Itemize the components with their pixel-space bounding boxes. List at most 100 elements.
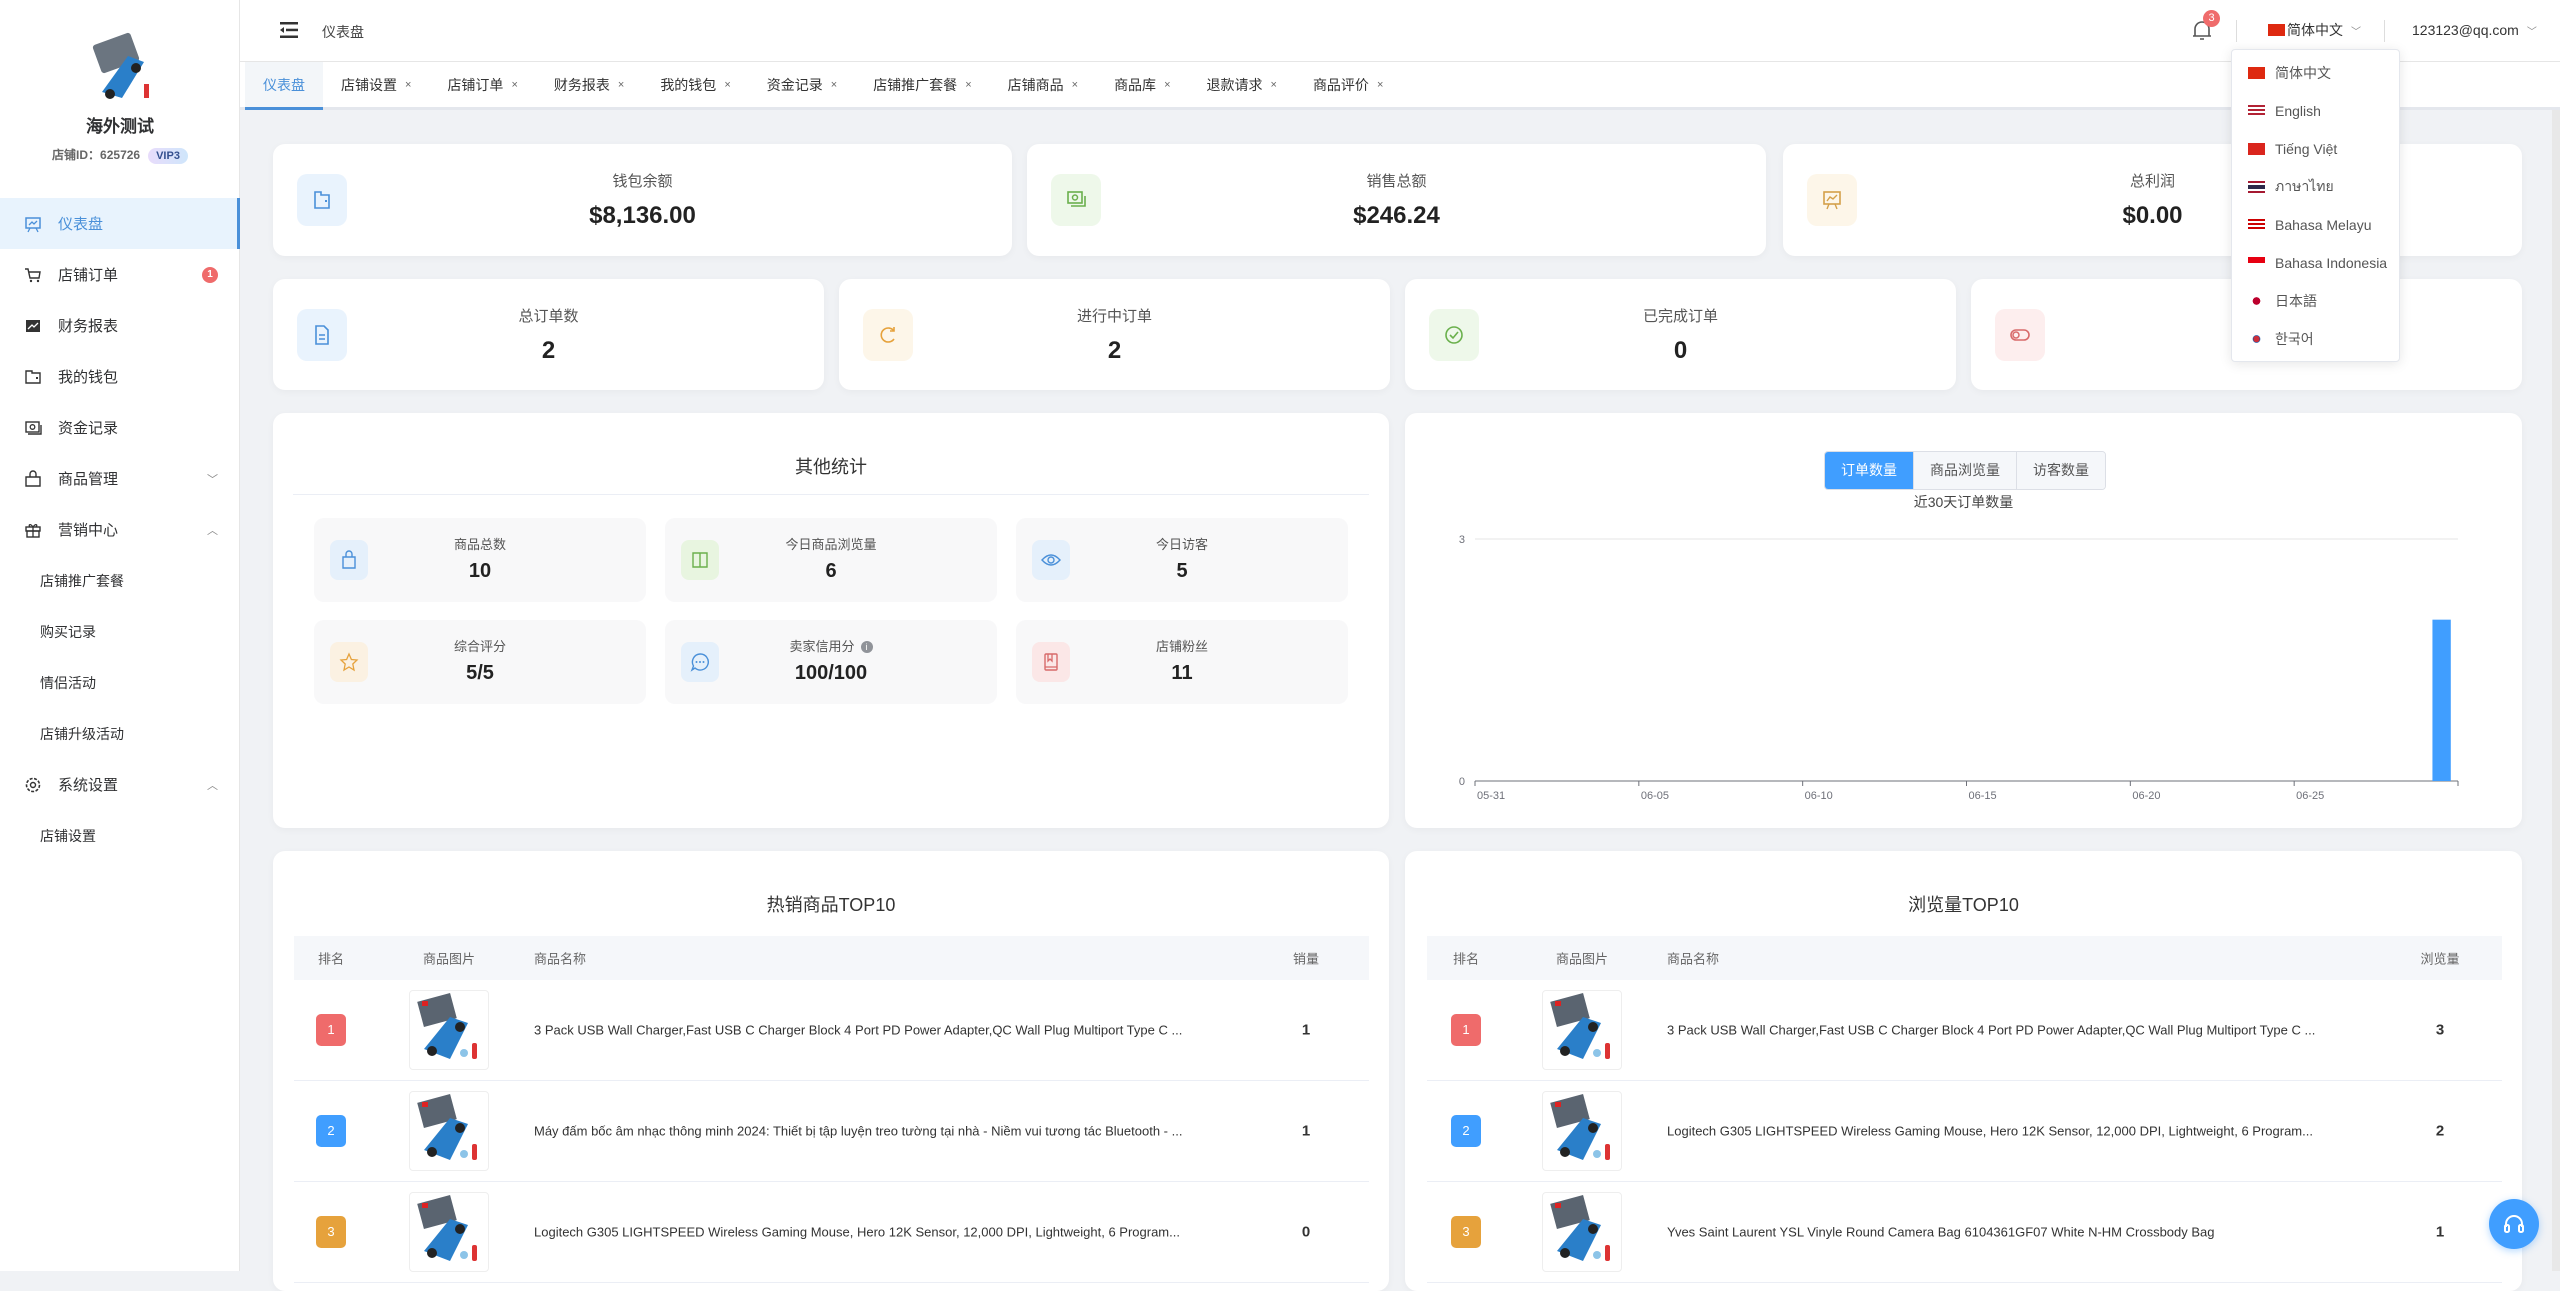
tab-7[interactable]: 店铺商品 × — [990, 62, 1096, 107]
product-name[interactable]: Logitech G305 LIGHTSPEED Wireless Gaming… — [534, 1224, 1180, 1240]
tab-1[interactable]: 店铺设置 × — [323, 62, 429, 107]
product-image[interactable] — [1542, 990, 1622, 1070]
tab-6[interactable]: 店铺推广套餐 × — [855, 62, 989, 107]
info-icon[interactable]: i — [860, 641, 873, 653]
product-name[interactable]: Logitech G305 LIGHTSPEED Wireless Gaming… — [1667, 1123, 2313, 1139]
table-row[interactable]: 1 3 Pack USB Wall Charger,Fast USB C Char… — [294, 980, 1369, 1081]
user-menu[interactable]: 123123@qq.com ﹀ — [2412, 22, 2537, 38]
tab-10[interactable]: 商品评价 × — [1295, 62, 1401, 107]
stat-value: 6 — [825, 560, 837, 582]
table-row[interactable]: 3 Yves Saint Laurent YSL Vinyle Round Cam… — [1427, 1182, 2502, 1283]
stat-label-text: 今日访客 — [1155, 537, 1208, 552]
tab-0[interactable]: 仪表盘 — [245, 62, 323, 110]
tab-9[interactable]: 退款请求 × — [1189, 62, 1295, 107]
product-name[interactable]: 3 Pack USB Wall Charger,Fast USB C Charg… — [534, 1022, 1183, 1038]
product-name[interactable]: 3 Pack USB Wall Charger,Fast USB C Charg… — [1667, 1022, 2316, 1038]
tab-label: 仪表盘 — [263, 76, 305, 93]
language-option-id[interactable]: Bahasa Indonesia — [2232, 244, 2399, 282]
close-icon[interactable]: × — [965, 78, 972, 91]
table-row[interactable]: 1 3 Pack USB Wall Charger,Fast USB C Char… — [1427, 980, 2502, 1081]
language-option-my[interactable]: Bahasa Melayu — [2232, 206, 2399, 244]
table-row[interactable]: 2 Máy đấm bốc âm nhạc thông minh 2024: Th… — [294, 1081, 1369, 1182]
tab-5[interactable]: 资金记录 × — [749, 62, 855, 107]
document-icon — [297, 309, 347, 361]
gift-icon — [24, 521, 42, 539]
table-row[interactable]: 3 Logitech G305 LIGHTSPEED Wireless Gamin… — [294, 1182, 1369, 1283]
tab-2[interactable]: 店铺订单 × — [429, 62, 535, 107]
language-selector[interactable]: 简体中文 ﹀ — [2268, 20, 2361, 40]
chevron-down-icon[interactable]: ﹀ — [207, 473, 218, 486]
customer-service-button[interactable] — [2489, 1199, 2539, 1249]
total-profit-card: 总利润 $0.00 — [1783, 144, 2522, 256]
language-option-cn[interactable]: 简体中文 — [2232, 54, 2399, 92]
sidebar-item-wallet[interactable]: 我的钱包 — [0, 351, 240, 402]
card-label: 钱包余额 — [612, 173, 673, 190]
sidebar-item-upgrade-activity[interactable]: 店铺升级活动 — [0, 708, 240, 759]
tab-8[interactable]: 商品库 × — [1096, 62, 1188, 107]
close-icon[interactable]: × — [1376, 78, 1384, 91]
sidebar-item-shop-settings[interactable]: 店铺设置 — [0, 810, 240, 861]
sidebar-item-orders[interactable]: 店铺订单 1 — [0, 249, 240, 300]
divider — [293, 494, 1369, 495]
notification-badge: 3 — [2203, 10, 2220, 27]
product-image[interactable] — [409, 1192, 489, 1272]
breadcrumb[interactable]: 仪表盘 — [322, 24, 364, 40]
table-row[interactable]: 2 Logitech G305 LIGHTSPEED Wireless Gamin… — [1427, 1081, 2502, 1182]
sidebar-item-couple-activity[interactable]: 情侣活动 — [0, 657, 240, 708]
segment-button-2[interactable]: 访客数量 — [2016, 452, 2105, 489]
flag-cn-icon — [2248, 67, 2265, 79]
sidebar-item-system-settings[interactable]: 系统设置 ︿ — [0, 759, 240, 810]
divider — [2384, 20, 2385, 42]
sidebar-item-funds[interactable]: 资金记录 — [0, 402, 240, 453]
menu-fold-icon[interactable] — [280, 22, 298, 38]
segment-button-0[interactable]: 订单数量 — [1825, 452, 1913, 489]
sidebar-item-marketing[interactable]: 营销中心 ︿ — [0, 504, 240, 555]
stat-value: 100/100 — [794, 662, 868, 684]
sidebar-item-products[interactable]: 商品管理 ﹀ — [0, 453, 240, 504]
top-header: 仪表盘 3 简体中文 ﹀ 123123@qq.com ﹀ — [240, 0, 2560, 62]
hot-sales-panel: 热销商品TOP10 排名 商品图片 商品名称 销量 1 3 Pack USB Wall C… — [273, 851, 1389, 1291]
close-icon[interactable]: × — [511, 78, 518, 91]
tab-4[interactable]: 我的钱包 × — [642, 62, 748, 107]
chevron-up-icon[interactable]: ︿ — [207, 524, 218, 537]
close-icon[interactable]: × — [405, 78, 412, 91]
language-option-us[interactable]: English — [2232, 92, 2399, 130]
sidebar: 海外测试 店铺ID：625726 VIP3 仪表盘 店铺订单 1 财务报表 我的钱包 资金记… — [0, 0, 240, 1271]
close-icon[interactable]: × — [1071, 78, 1079, 91]
product-image[interactable] — [409, 990, 489, 1070]
close-icon[interactable]: × — [1270, 78, 1277, 91]
flag-us-icon — [2248, 105, 2265, 117]
language-option-th[interactable]: ภาษาไทย — [2232, 168, 2399, 206]
sidebar-item-label: 店铺推广套餐 — [40, 572, 124, 589]
language-option-vn[interactable]: Tiếng Việt — [2232, 130, 2399, 168]
hot-sales-title: 热销商品TOP10 — [766, 895, 896, 915]
sidebar-item-finance[interactable]: 财务报表 — [0, 300, 240, 351]
product-count: 2 — [2435, 1122, 2445, 1140]
sidebar-item-purchase-records[interactable]: 购买记录 — [0, 606, 240, 657]
product-image[interactable] — [1542, 1192, 1622, 1272]
close-icon[interactable]: × — [724, 78, 731, 91]
scrollbar[interactable] — [2552, 110, 2560, 1271]
close-icon[interactable]: × — [617, 78, 625, 91]
language-option-jp[interactable]: 日本語 — [2232, 282, 2399, 320]
product-name[interactable]: Yves Saint Laurent YSL Vinyle Round Came… — [1667, 1224, 2215, 1240]
sidebar-item-label: 情侣活动 — [40, 674, 96, 691]
language-option-kr[interactable]: 한국어 — [2232, 320, 2399, 358]
close-icon[interactable]: × — [830, 78, 838, 91]
tab-3[interactable]: 财务报表 × — [536, 62, 642, 107]
close-icon[interactable]: × — [1164, 78, 1171, 91]
language-dropdown: 简体中文 English Tiếng Việt ภาษาไทย Bahasa Melay… — [2231, 49, 2400, 362]
tab-bar: 仪表盘 店铺设置 × 店铺订单 × 财务报表 × 我的钱包 × 资金记录 × 店铺推广套餐 × 店铺商品 ×… — [240, 62, 2560, 110]
language-option-label: Tiếng Việt — [2275, 141, 2338, 157]
wallet-balance-card: 钱包余额 $8,136.00 — [273, 144, 1012, 256]
product-image[interactable] — [409, 1091, 489, 1171]
product-name[interactable]: Máy đấm bốc âm nhạc thông minh 2024: Thi… — [534, 1123, 1183, 1139]
sidebar-item-promo-package[interactable]: 店铺推广套餐 — [0, 555, 240, 606]
sidebar-item-dashboard[interactable]: 仪表盘 — [0, 198, 240, 249]
vip-badge: VIP3 — [148, 148, 188, 164]
stat-value: 5 — [1176, 560, 1188, 582]
product-image[interactable] — [1542, 1091, 1622, 1171]
flag-cn-icon — [2268, 24, 2285, 36]
segment-button-1[interactable]: 商品浏览量 — [1913, 452, 2016, 489]
chevron-up-icon[interactable]: ︿ — [207, 779, 218, 792]
